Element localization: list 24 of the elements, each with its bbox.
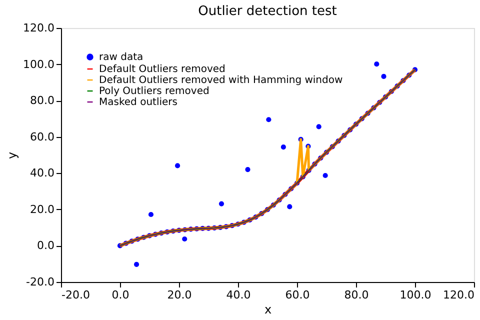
legend-label: Default Outliers removed with Hamming window: [99, 75, 343, 86]
legend-label: Poly Outliers removed: [99, 86, 210, 97]
legend-label: Masked outliers: [99, 97, 178, 108]
y-tick-label: -20.0: [26, 276, 54, 288]
x-tick-label: 20.0: [167, 288, 192, 302]
x-tick-label: -20.0: [62, 288, 90, 302]
chart-title: Outlier detection test: [198, 4, 337, 19]
y-tick-label: 20.0: [30, 202, 54, 216]
legend-label: raw data: [99, 52, 144, 63]
y-tick-label: 100.0: [23, 58, 54, 71]
x-tick-label: 0.0: [112, 288, 130, 302]
y-axis-title: y: [5, 152, 20, 160]
y-tick-label: 120.0: [23, 22, 54, 34]
legend-label: Default Outliers removed: [99, 64, 226, 75]
x-tick-label: 60.0: [285, 288, 310, 302]
x-tick-label: 40.0: [226, 288, 251, 302]
y-tick-label: 40.0: [30, 166, 54, 180]
x-tick-label: 80.0: [344, 288, 369, 302]
x-axis-title: x: [264, 302, 272, 316]
y-tick-label: 80.0: [30, 94, 54, 108]
x-tick-label: 120.0: [443, 288, 474, 302]
x-tick-label: 100.0: [400, 288, 432, 302]
y-tick-label: 0.0: [37, 239, 54, 252]
y-tick-label: 60.0: [30, 130, 54, 144]
